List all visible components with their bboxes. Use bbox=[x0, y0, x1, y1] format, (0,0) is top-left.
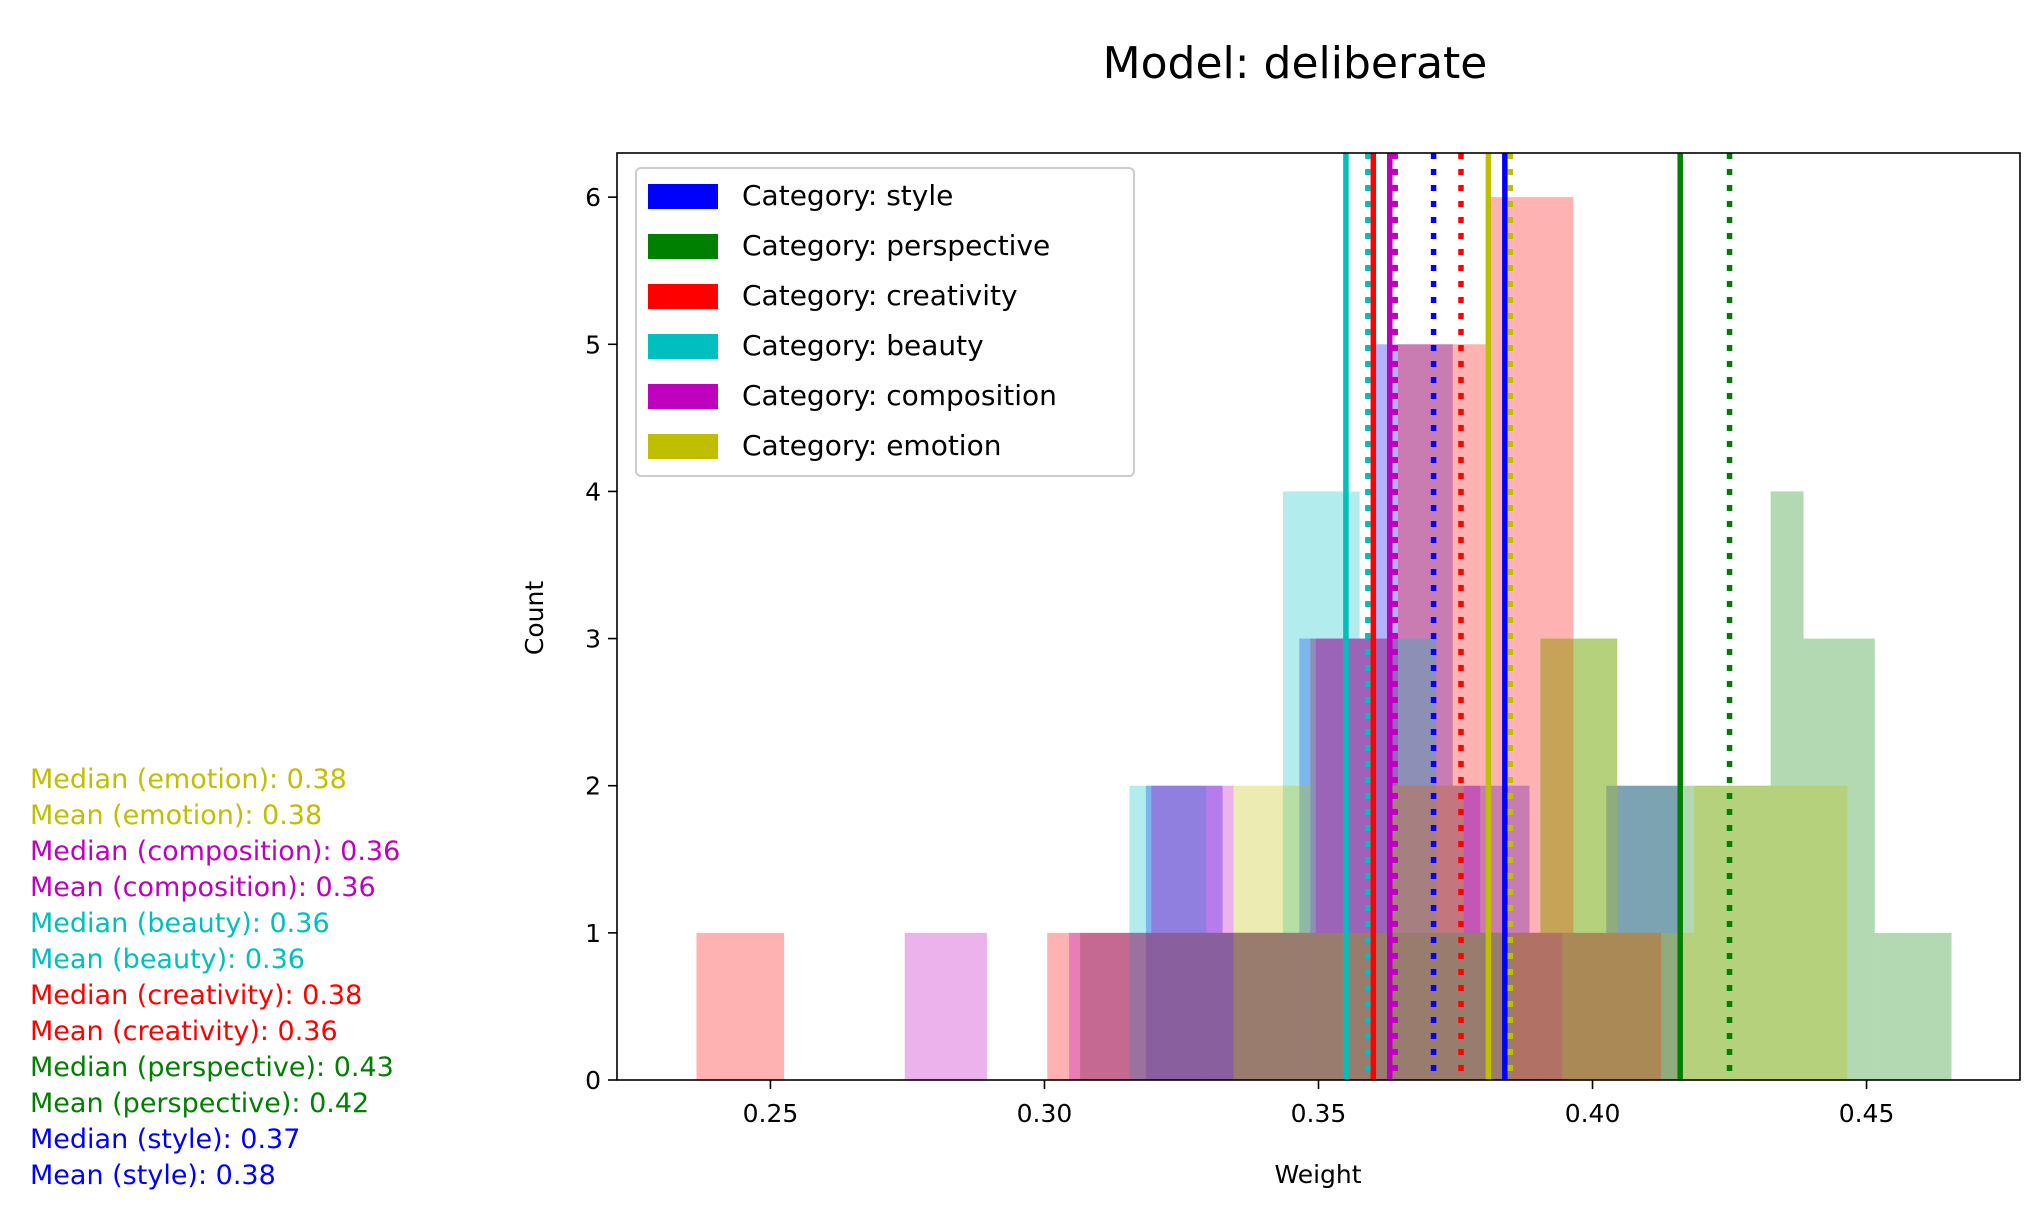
stats-line-3: Mean (composition): 0.36 bbox=[30, 872, 376, 903]
bar-perspective-6 bbox=[1540, 638, 1618, 1080]
bar-emotion-0 bbox=[1233, 785, 1311, 1080]
x-tick-label-0: 0.25 bbox=[743, 1099, 799, 1128]
bar-perspective-2 bbox=[1233, 932, 1311, 1080]
y-axis-label: Count bbox=[520, 581, 549, 655]
legend-label-emotion: Category: emotion bbox=[742, 429, 1001, 462]
legend-label-composition: Category: composition bbox=[742, 379, 1057, 412]
legend-swatch-style bbox=[648, 184, 718, 209]
bar-composition-0 bbox=[904, 932, 987, 1080]
stats-text-block: Median (emotion): 0.38 Mean (emotion): 0.… bbox=[30, 764, 400, 1191]
y-tick-label-6: 6 bbox=[585, 183, 601, 212]
stats-line-5: Mean (beauty): 0.36 bbox=[30, 944, 305, 975]
mean-median-lines bbox=[1343, 153, 1733, 1080]
y-axis-ticks: 0 1 2 3 4 5 6 bbox=[585, 183, 617, 1095]
legend-label-creativity: Category: creativity bbox=[742, 279, 1018, 312]
legend-swatch-emotion bbox=[648, 434, 718, 459]
x-axis-ticks: 0.25 0.30 0.35 0.40 0.45 bbox=[743, 1080, 1895, 1128]
bar-creativity-2 bbox=[1134, 932, 1223, 1080]
bar-perspective-0 bbox=[1080, 932, 1157, 1080]
legend-box bbox=[635, 167, 1135, 477]
x-tick-label-2: 0.35 bbox=[1291, 1099, 1347, 1128]
bar-perspective-10 bbox=[1803, 638, 1875, 1080]
bar-perspective-11 bbox=[1874, 932, 1952, 1080]
bar-style-2 bbox=[1299, 638, 1377, 1080]
bar-emotion-7 bbox=[1770, 785, 1848, 1080]
bar-creativity-7 bbox=[1573, 932, 1662, 1080]
bar-emotion-2 bbox=[1387, 785, 1464, 1080]
bar-perspective-1 bbox=[1156, 932, 1234, 1080]
bar-emotion-6 bbox=[1693, 785, 1771, 1080]
bar-style-6 bbox=[1606, 785, 1683, 1080]
stats-line-9: Mean (perspective): 0.42 bbox=[30, 1088, 369, 1119]
legend-swatch-beauty bbox=[648, 334, 718, 359]
y-tick-label-2: 2 bbox=[585, 772, 601, 801]
x-tick-label-4: 0.45 bbox=[1839, 1099, 1895, 1128]
x-tick-label-1: 0.30 bbox=[1017, 1099, 1073, 1128]
bar-style-1 bbox=[1222, 932, 1300, 1080]
bar-composition-4 bbox=[1315, 638, 1398, 1080]
stats-line-10: Median (style): 0.37 bbox=[30, 1124, 300, 1155]
bar-creativity-0 bbox=[696, 932, 785, 1080]
legend-label-style: Category: style bbox=[742, 179, 953, 212]
bar-composition-6 bbox=[1480, 932, 1563, 1080]
stats-line-1: Mean (emotion): 0.38 bbox=[30, 800, 322, 831]
bar-style-5 bbox=[1529, 932, 1607, 1080]
legend-swatch-creativity bbox=[648, 284, 718, 309]
bar-perspective-9 bbox=[1770, 491, 1804, 1080]
legend-label-beauty: Category: beauty bbox=[742, 329, 984, 362]
bar-beauty-1 bbox=[1206, 932, 1283, 1080]
bar-beauty-0 bbox=[1129, 785, 1207, 1080]
legend-label-perspective: Category: perspective bbox=[742, 229, 1050, 262]
bar-composition-1 bbox=[1069, 932, 1152, 1080]
bar-composition-3 bbox=[1233, 932, 1316, 1080]
bar-creativity-4 bbox=[1310, 638, 1398, 1080]
stats-line-6: Median (creativity): 0.38 bbox=[30, 980, 362, 1011]
y-tick-label-1: 1 bbox=[585, 919, 601, 948]
y-tick-label-5: 5 bbox=[585, 330, 601, 359]
y-tick-label-3: 3 bbox=[585, 625, 601, 654]
bar-creativity-6 bbox=[1485, 197, 1574, 1081]
bar-creativity-1 bbox=[1047, 932, 1135, 1080]
legend: Category: style Category: perspective Cate… bbox=[635, 167, 1135, 477]
bar-composition-2 bbox=[1151, 785, 1234, 1080]
bar-emotion-4 bbox=[1540, 638, 1618, 1080]
bar-perspective-8 bbox=[1693, 785, 1771, 1080]
bar-creativity-5 bbox=[1397, 344, 1486, 1080]
x-tick-label-3: 0.40 bbox=[1565, 1099, 1621, 1128]
stats-line-2: Median (composition): 0.36 bbox=[30, 836, 400, 867]
y-tick-label-4: 4 bbox=[585, 477, 601, 506]
bar-style-0 bbox=[1145, 785, 1223, 1080]
bar-creativity-3 bbox=[1222, 932, 1311, 1080]
stats-line-11: Mean (style): 0.38 bbox=[30, 1160, 276, 1191]
x-axis-label: Weight bbox=[1274, 1160, 1361, 1189]
stats-line-4: Median (beauty): 0.36 bbox=[30, 908, 330, 939]
bar-composition-5 bbox=[1397, 785, 1481, 1080]
bar-beauty-4 bbox=[1436, 932, 1514, 1080]
legend-swatch-composition bbox=[648, 384, 718, 409]
legend-swatch-perspective bbox=[648, 234, 718, 259]
chart-title: Model: deliberate bbox=[1103, 38, 1488, 89]
stats-line-0: Median (emotion): 0.38 bbox=[30, 764, 347, 795]
stats-line-8: Median (perspective): 0.43 bbox=[30, 1052, 394, 1083]
stats-line-7: Mean (creativity): 0.36 bbox=[30, 1016, 338, 1047]
y-tick-label-0: 0 bbox=[585, 1066, 601, 1095]
bar-perspective-4 bbox=[1387, 932, 1464, 1080]
